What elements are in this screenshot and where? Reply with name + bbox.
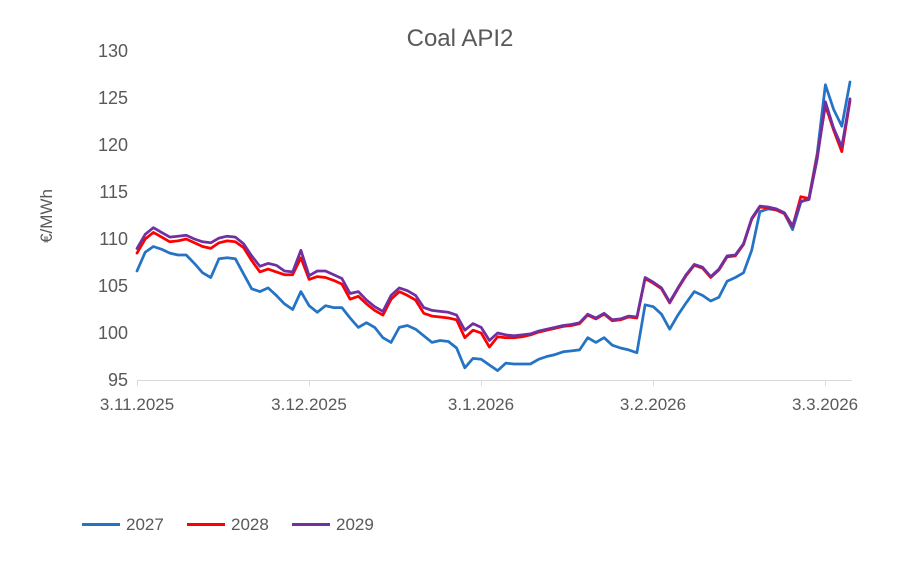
y-tick-label: 115 xyxy=(99,182,128,202)
x-tick-label: 3.1.2026 xyxy=(448,395,514,414)
y-tick-label: 110 xyxy=(99,229,128,249)
x-tick-label: 3.2.2026 xyxy=(620,395,686,414)
y-tick-label: 100 xyxy=(98,323,128,343)
series-line-2029[interactable] xyxy=(135,97,852,342)
series-line-2027[interactable] xyxy=(135,80,852,372)
legend-item-2028[interactable]: 2028 xyxy=(187,515,269,534)
axes: 95 100 105 110 115 120 125 130 3.11.2025 3.12.202… xyxy=(98,41,858,414)
y-axis-title: €/MWh xyxy=(37,189,56,243)
legend-label-2028: 2028 xyxy=(231,515,269,534)
legend: 2027 2028 2029 xyxy=(82,515,374,534)
chart-title: Coal API2 xyxy=(407,25,514,52)
x-tick-label: 3.12.2025 xyxy=(271,395,347,414)
legend-item-2027[interactable]: 2027 xyxy=(82,515,164,534)
legend-item-2029[interactable]: 2029 xyxy=(292,515,374,534)
legend-label-2027: 2027 xyxy=(126,515,164,534)
y-tick-label: 105 xyxy=(98,276,128,296)
y-tick-label: 130 xyxy=(98,41,128,61)
series-line-2028[interactable] xyxy=(135,99,852,349)
legend-label-2029: 2029 xyxy=(336,515,374,534)
y-tick-label: 120 xyxy=(98,135,128,155)
y-tick-label: 125 xyxy=(98,88,128,108)
x-tick-label: 3.3.2026 xyxy=(792,395,858,414)
y-tick-label: 95 xyxy=(108,370,128,390)
x-tick-label: 3.11.2025 xyxy=(100,395,174,414)
series-lines xyxy=(135,80,852,372)
